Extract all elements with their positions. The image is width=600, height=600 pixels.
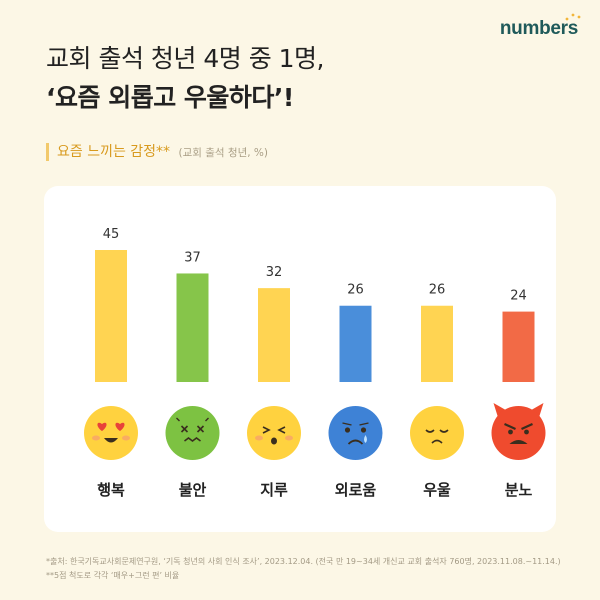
bar-지루 (258, 288, 290, 382)
subtitle-label: 요즘 느끼는 감정** (57, 144, 171, 160)
title-line-1: 교회 출석 청년 4명 중 1명, (46, 44, 325, 73)
bored-face-icon (247, 406, 301, 460)
category-label-외로움: 외로움 (335, 481, 377, 499)
bar-행복 (95, 250, 127, 382)
chart-subtitle: 요즘 느끼는 감정** (교회 출석 청년, %) (46, 143, 268, 161)
category-label-행복: 행복 (97, 481, 125, 499)
title-line-2: ‘요즘 외롭고 우울하다’! (46, 82, 294, 112)
value-label-분노: 24 (510, 289, 527, 304)
footnote-source: *출처: 한국기독교사회문제연구원, ‘기독 청년의 사회 인식 조사’, 20… (46, 557, 561, 566)
category-label-지루: 지루 (260, 481, 288, 499)
bar-chart: 45 행복 37 불안 32 지루 26 외로움 26 우울 24 분노 (84, 227, 546, 499)
value-label-지루: 32 (266, 265, 283, 280)
category-label-우울: 우울 (423, 481, 451, 499)
crying-blue-face-icon (328, 406, 383, 460)
value-label-외로움: 26 (347, 283, 364, 298)
subtitle-note: (교회 출석 청년, %) (178, 147, 268, 159)
value-label-불안: 37 (184, 250, 201, 265)
anxious-green-face-icon (165, 406, 220, 460)
footnote-scale: **5점 척도로 각각 ‘매우+그런 편’ 비율 (46, 571, 180, 580)
bar-외로움 (339, 305, 372, 382)
value-label-행복: 45 (103, 227, 120, 242)
bar-불안 (176, 273, 209, 382)
sad-face-icon (410, 406, 464, 460)
chart-card: 45 행복 37 불안 32 지루 26 외로움 26 우울 24 분노 (44, 186, 556, 532)
bar-분노 (502, 311, 535, 382)
sparkle-icon (565, 13, 581, 21)
heart-eyes-face-icon (84, 406, 138, 460)
brand-logo: numbers (499, 13, 581, 40)
angry-devil-face-icon (491, 403, 546, 460)
page-title: 교회 출석 청년 4명 중 1명, ‘요즘 외롭고 우울하다’! (46, 40, 506, 118)
bar-우울 (421, 305, 453, 382)
category-label-불안: 불안 (179, 481, 207, 499)
brand-name: numbers (499, 18, 578, 39)
value-label-우울: 26 (429, 283, 446, 298)
category-label-분노: 분노 (505, 481, 533, 499)
